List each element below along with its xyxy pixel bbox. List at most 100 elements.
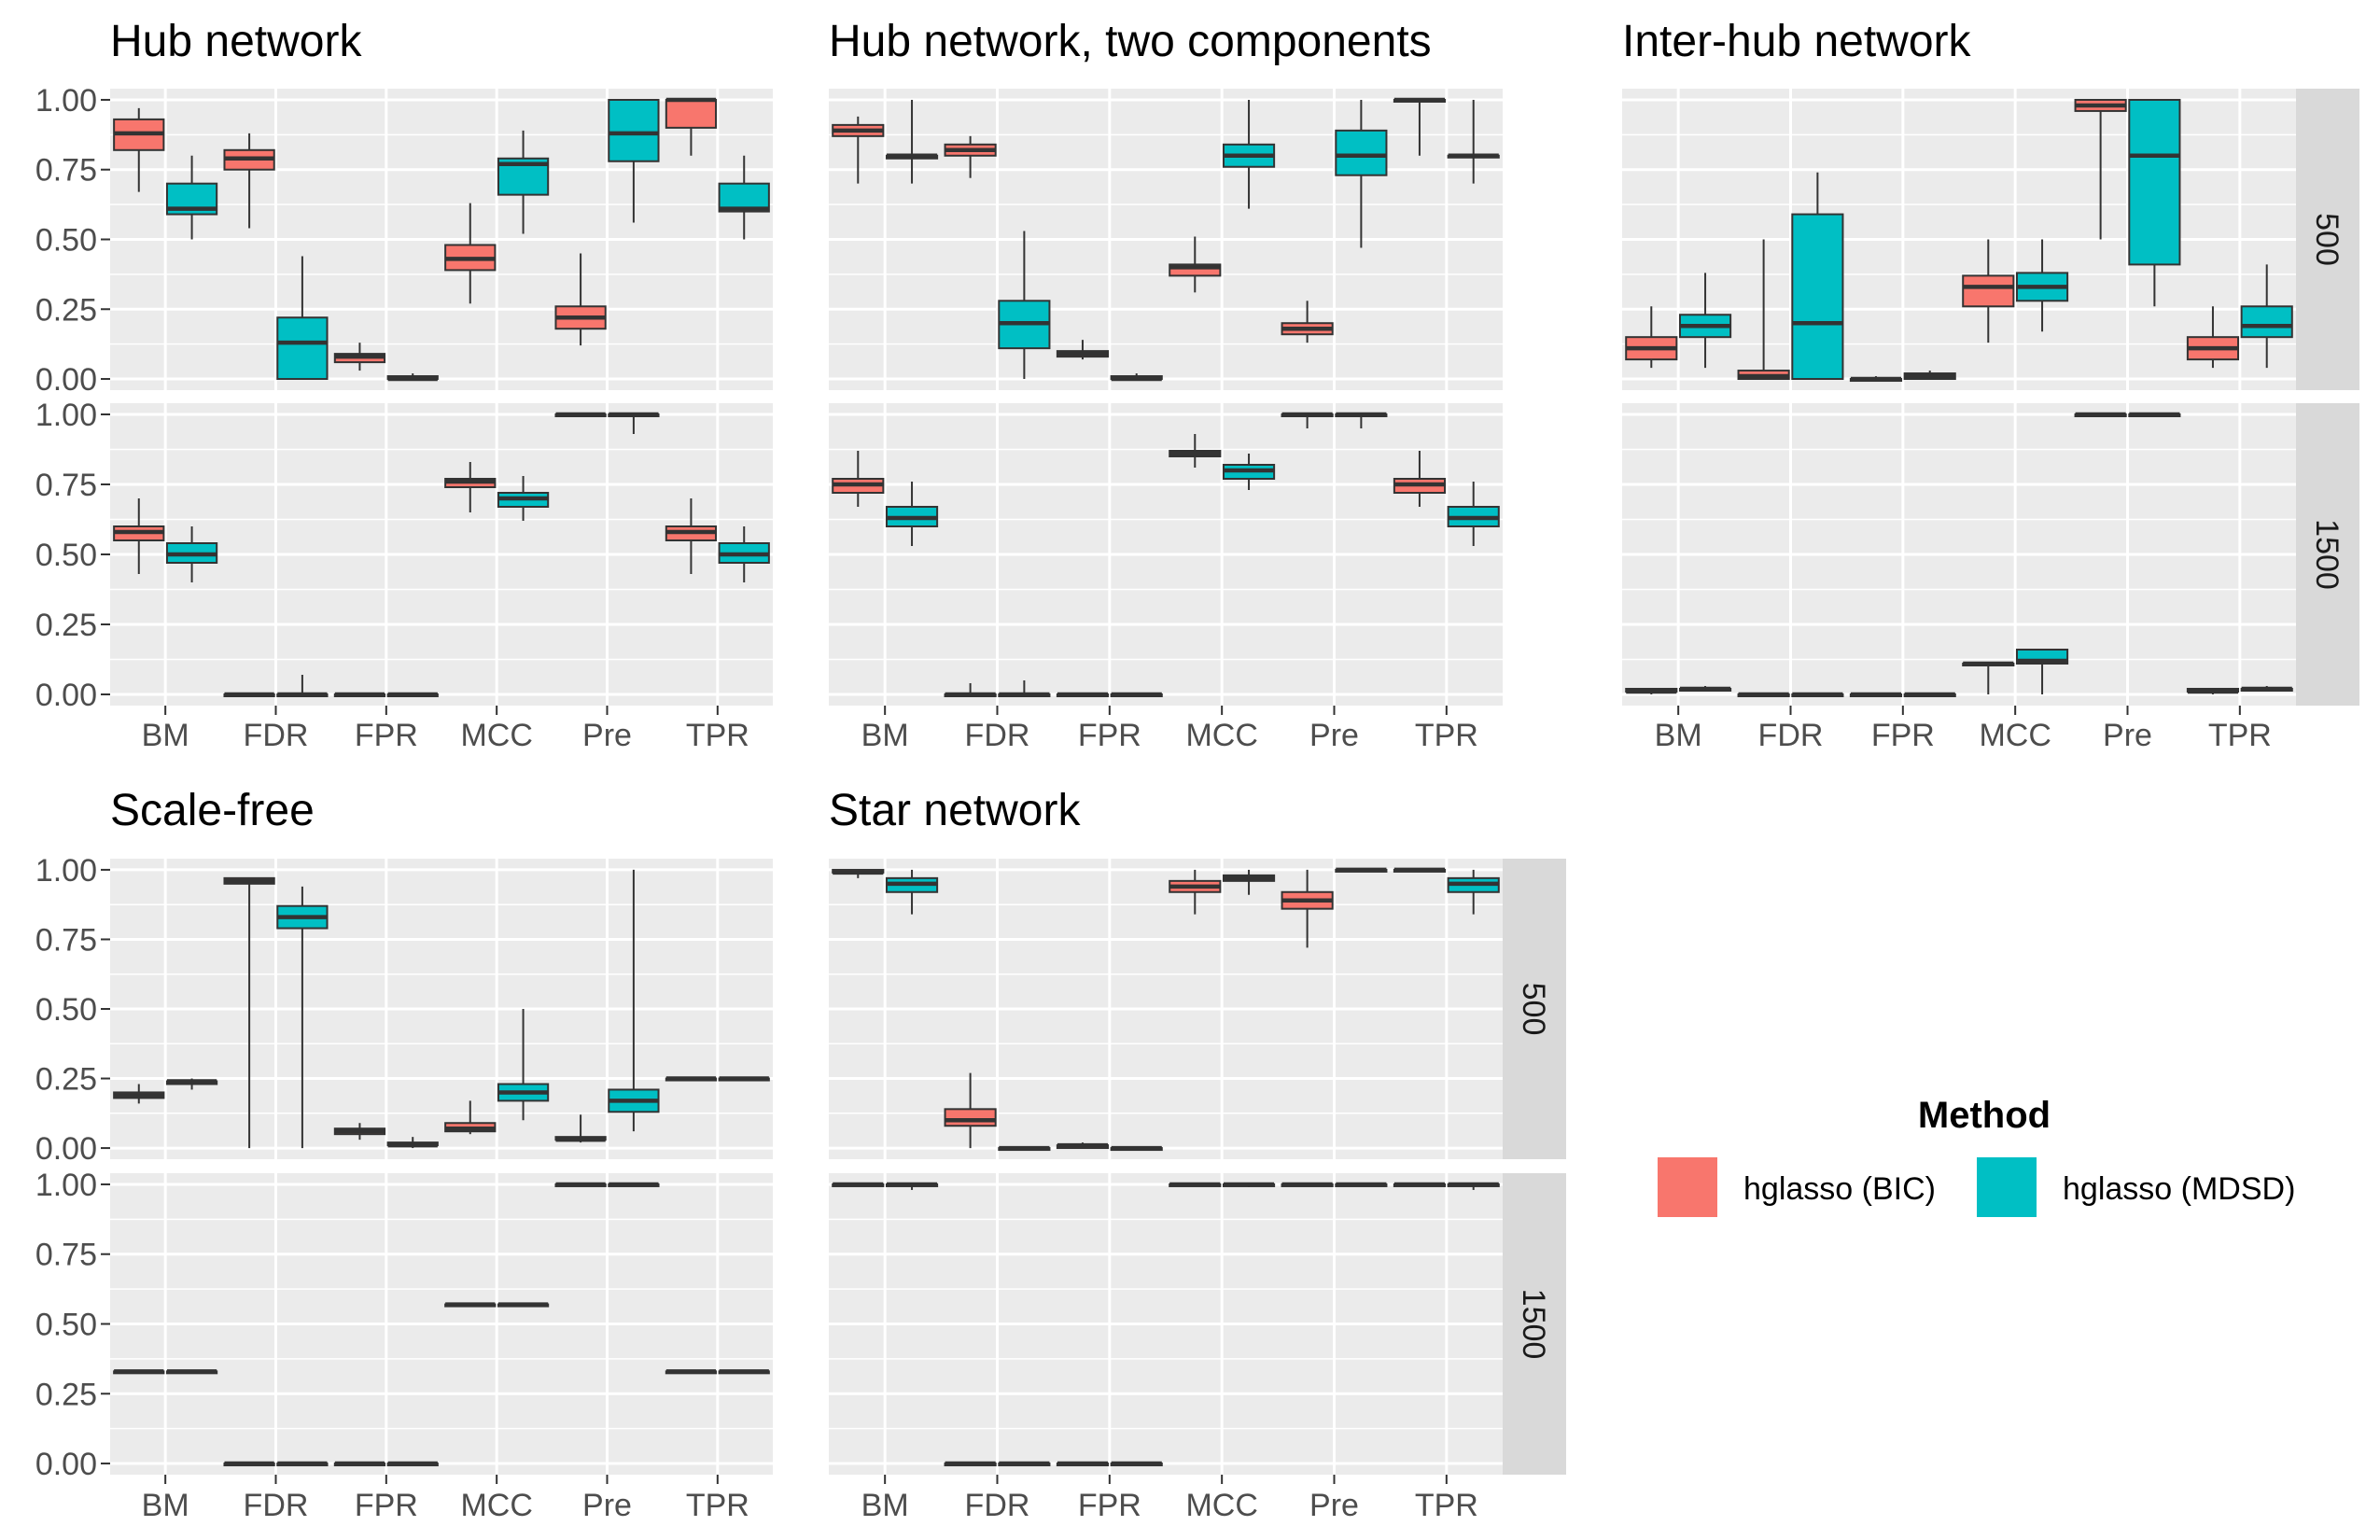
x-tick-label: Pre xyxy=(2103,718,2152,753)
panel-title: Star network xyxy=(829,786,1081,835)
x-axis: BM FDR FPR MCC Pre TPR xyxy=(861,706,1478,753)
box-fdr-bic xyxy=(223,1461,275,1467)
y-tick-label: 0.75 xyxy=(35,153,97,189)
box-tpr-mdsd xyxy=(2240,264,2293,369)
facet-strip xyxy=(2296,89,2359,390)
box-fpr-mdsd xyxy=(1903,371,1956,381)
x-tick-label: MCC xyxy=(1979,718,2051,753)
facet-inter-hub-network: Inter-hub network 500 1500 BM FDR FPR MCC Pre TP… xyxy=(1622,17,2359,753)
box-fdr-bic xyxy=(944,1072,997,1149)
y-tick-label: 0.50 xyxy=(35,992,97,1028)
x-axis: BM FDR FPR MCC Pre TPR xyxy=(142,1475,749,1523)
box-pre-mdsd xyxy=(608,98,660,223)
legend-entry: hglasso (MDSD) xyxy=(1977,1157,2295,1217)
box-pre-bic xyxy=(2074,412,2127,417)
y-tick-label: 0.25 xyxy=(35,608,97,643)
box-bm-bic xyxy=(113,107,165,192)
box-fpr-bic xyxy=(1056,1142,1110,1150)
box-pre-mdsd xyxy=(2128,412,2181,417)
box-tpr-bic xyxy=(665,97,718,156)
box-bm-bic xyxy=(113,1369,165,1375)
box-fdr-mdsd xyxy=(1791,692,1844,697)
box-fpr-bic xyxy=(1849,376,1903,383)
facet-strip-label: 500 xyxy=(2309,213,2345,266)
box-pre-mdsd xyxy=(608,869,660,1132)
box-mcc-bic xyxy=(1169,434,1222,468)
x-tick-label: TPR xyxy=(686,718,749,753)
box-bm-bic xyxy=(832,868,885,878)
box-tpr-bic xyxy=(665,1076,718,1082)
box-fdr-mdsd xyxy=(276,1461,329,1467)
x-axis: BM FDR FPR MCC Pre TPR xyxy=(1655,706,2272,753)
y-tick-label: 0.00 xyxy=(35,362,97,398)
box-mcc-mdsd xyxy=(497,130,550,234)
y-tick-label: 0.00 xyxy=(35,1131,97,1167)
x-tick-label: FDR xyxy=(244,1488,309,1523)
facet-row-2: 1500 xyxy=(829,1173,1566,1475)
box-bm-mdsd xyxy=(1678,686,1732,692)
y-tick-label: 0.50 xyxy=(35,1308,97,1343)
box-bm-mdsd xyxy=(165,1369,218,1375)
box-fdr-bic xyxy=(944,1461,997,1467)
box-tpr-bic xyxy=(1393,451,1447,507)
box-bm-bic xyxy=(832,451,885,507)
box-pre-mdsd xyxy=(608,412,660,434)
x-tick-label: FDR xyxy=(965,718,1030,753)
x-tick-label: BM xyxy=(861,1488,909,1523)
box-bm-mdsd xyxy=(885,1182,939,1190)
facet-strip-label: 1500 xyxy=(1516,1289,1551,1360)
y-tick-label: 0.75 xyxy=(35,468,97,503)
box-tpr-bic xyxy=(1393,97,1447,156)
box-bm-bic xyxy=(113,1084,165,1104)
box-mcc-mdsd xyxy=(1222,1182,1276,1187)
box-mcc-mdsd xyxy=(497,1302,550,1308)
box-bm-bic xyxy=(113,498,165,574)
box-bm-mdsd xyxy=(1678,273,1732,369)
box-pre-bic xyxy=(554,1114,607,1143)
x-tick-label: MCC xyxy=(1185,1488,1257,1523)
box-tpr-bic xyxy=(2186,688,2240,694)
box-mcc-mdsd xyxy=(1222,869,1276,895)
box-pre-bic xyxy=(554,253,607,346)
facet-row-1: 500 xyxy=(1622,89,2359,390)
x-tick-label: BM xyxy=(142,1488,189,1523)
facet-hub-network: Hub network0.000.250.500.751.000.000.250… xyxy=(35,17,773,753)
x-tick-label: Pre xyxy=(582,1488,632,1523)
x-tick-label: FPR xyxy=(355,1488,418,1523)
box-tpr-mdsd xyxy=(2240,686,2293,692)
legend-label: hglasso (MDSD) xyxy=(2063,1171,2295,1207)
facet-strip-label: 500 xyxy=(1516,983,1551,1036)
box-mcc-bic xyxy=(1169,1182,1222,1187)
x-tick-label: Pre xyxy=(1309,1488,1359,1523)
legend-key xyxy=(1658,1157,1717,1217)
box-mcc-bic xyxy=(1169,236,1222,293)
legend: Method hglasso (BIC) hglasso (MDSD) xyxy=(1658,1095,2295,1217)
box-fpr-bic xyxy=(333,343,386,371)
box-iqr xyxy=(1335,129,1388,176)
box-bm-mdsd xyxy=(165,526,218,582)
x-tick-label: MCC xyxy=(460,718,532,753)
box-pre-mdsd xyxy=(2128,98,2181,307)
box-mcc-mdsd xyxy=(497,476,550,521)
box-fpr-mdsd xyxy=(386,692,439,697)
box-fpr-bic xyxy=(333,1123,386,1141)
box-fdr-mdsd xyxy=(998,231,1051,380)
facet-strip xyxy=(1503,1173,1566,1475)
box-fdr-bic xyxy=(1737,692,1790,697)
facet-row-2: 0.00 0.25 0.50 0.75 1.00 xyxy=(35,398,773,713)
box-fpr-bic xyxy=(333,692,386,697)
box-bm-bic xyxy=(1625,306,1678,369)
box-fdr-bic xyxy=(944,135,997,178)
box-mcc-bic xyxy=(444,1100,497,1135)
legend-title: Method xyxy=(1918,1095,2051,1136)
box-fdr-mdsd xyxy=(998,1461,1051,1467)
box-fdr-mdsd xyxy=(998,680,1051,697)
y-tick-label: 1.00 xyxy=(35,1168,97,1203)
box-bm-bic xyxy=(832,1182,885,1187)
box-tpr-mdsd xyxy=(718,526,770,582)
x-tick-label: FDR xyxy=(1758,718,1824,753)
facet-hub-network-two-components: Hub network, two components BM FDR FPR MCC Pr… xyxy=(829,17,1503,753)
box-bm-bic xyxy=(1625,688,1678,694)
x-axis: BM FDR FPR MCC Pre TPR xyxy=(142,706,749,753)
box-fpr-mdsd xyxy=(1110,1145,1163,1152)
